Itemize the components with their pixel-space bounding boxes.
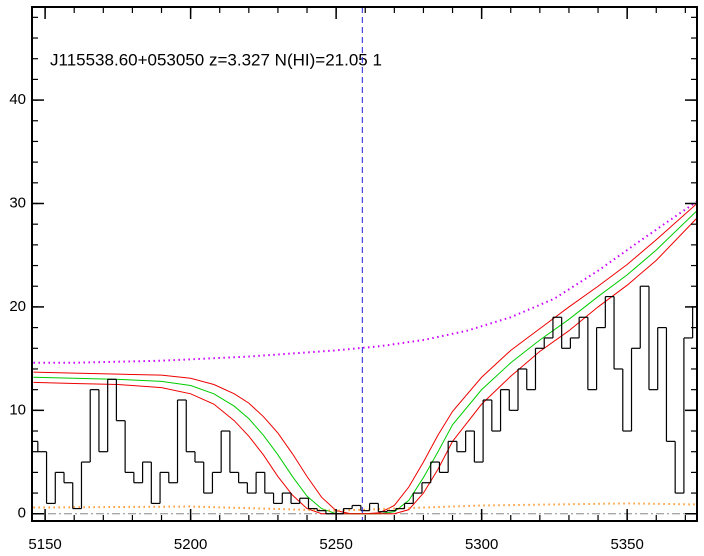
y-tick-label: 40 <box>9 91 26 108</box>
plot-area <box>32 200 697 515</box>
plot-frame <box>31 6 698 522</box>
x-tick-label: 5350 <box>610 536 643 553</box>
y-tick-label: 10 <box>9 401 26 418</box>
y-tick-label: 20 <box>9 298 26 315</box>
model-curve <box>33 203 697 515</box>
model-curve <box>33 502 697 512</box>
y-tick-label: 30 <box>9 194 26 211</box>
x-tick-label: 5150 <box>28 536 61 553</box>
x-tick-label: 5250 <box>319 536 352 553</box>
y-tick-label: 0 <box>18 505 26 522</box>
x-tick-label: 5200 <box>174 536 207 553</box>
model-curve <box>33 217 697 515</box>
model-curve <box>33 210 697 515</box>
model-curve <box>33 200 697 364</box>
x-tick-label: 5300 <box>465 536 498 553</box>
chart-title: J115538.60+053050 z=3.327 N(HI)=21.05 1 <box>50 50 382 69</box>
